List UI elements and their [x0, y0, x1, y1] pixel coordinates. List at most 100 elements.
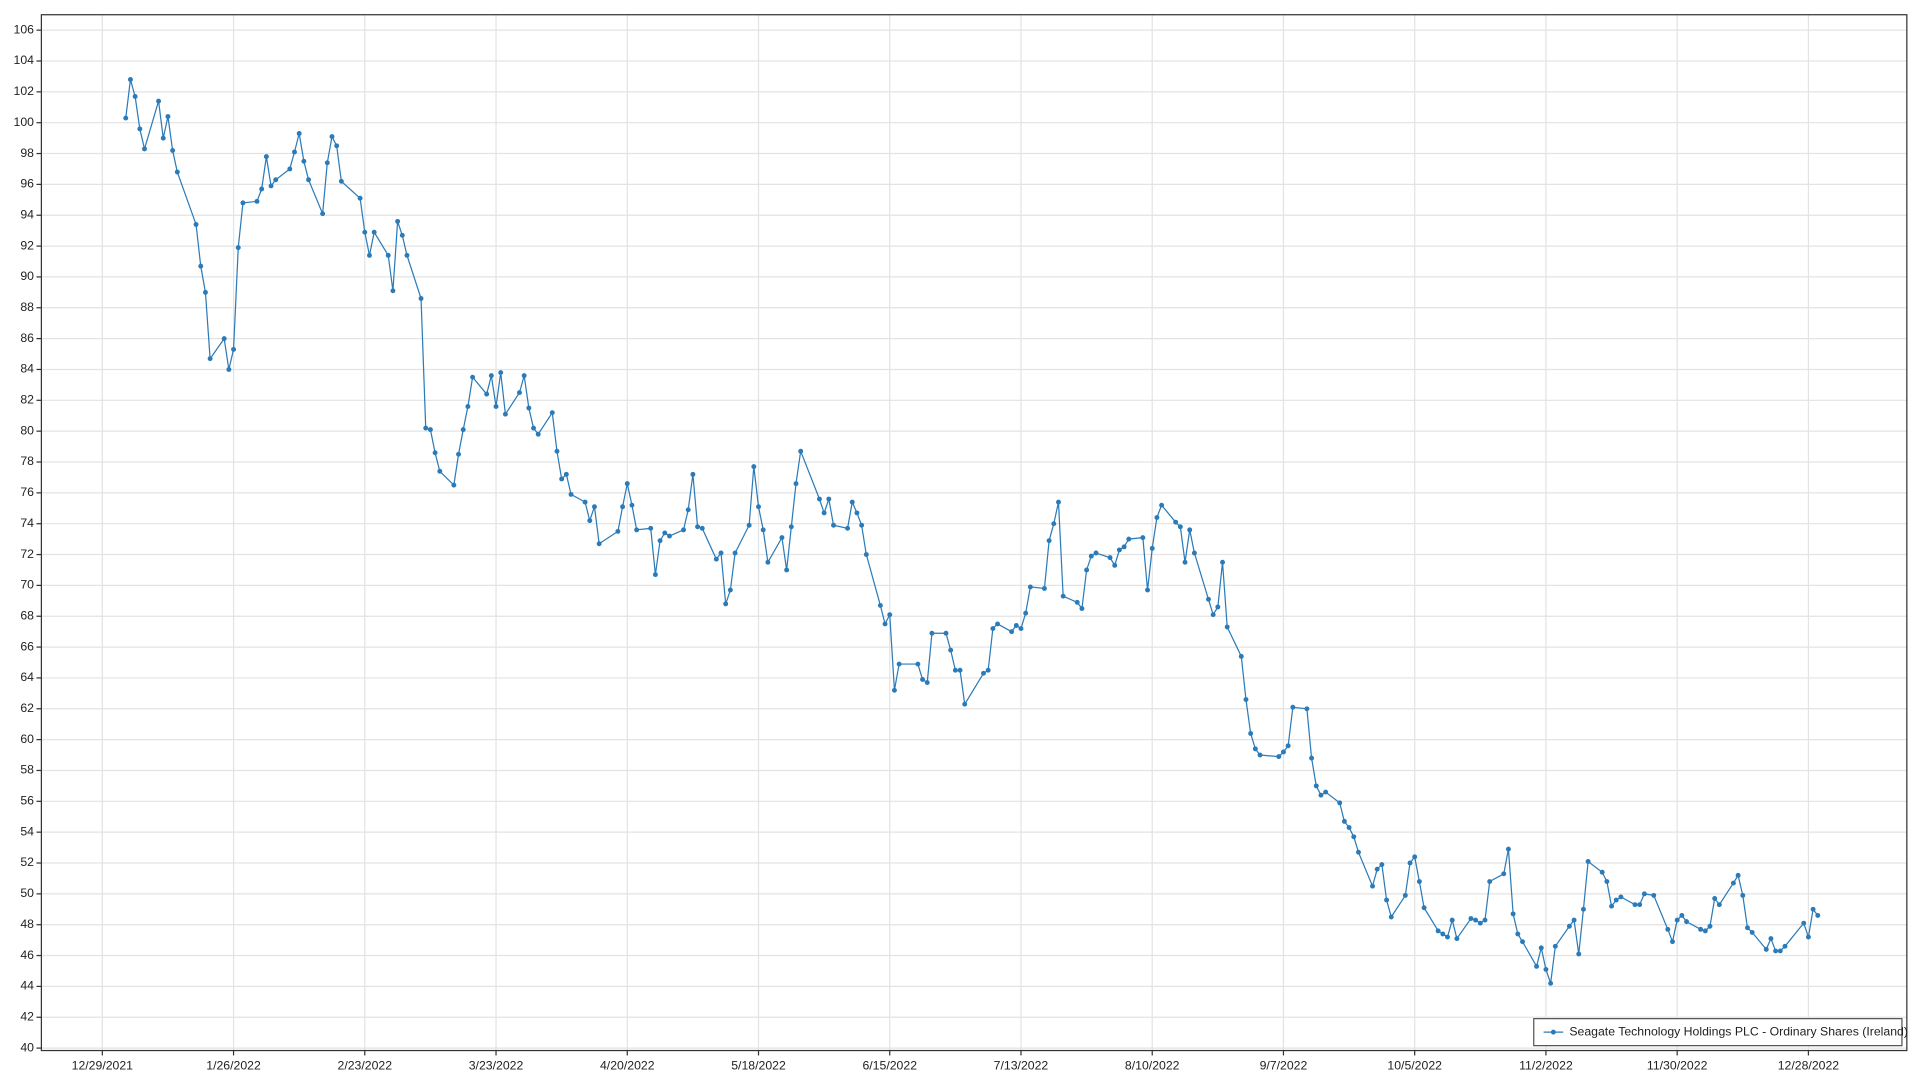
data-point — [1126, 536, 1132, 542]
data-point — [334, 143, 340, 149]
data-point — [1056, 499, 1061, 505]
data-point — [816, 496, 822, 502]
data-point — [1304, 706, 1310, 712]
y-tick-label: 78 — [20, 454, 34, 468]
data-point — [732, 550, 738, 556]
y-tick-label: 72 — [20, 547, 34, 561]
data-point — [784, 567, 790, 573]
y-tick-label: 60 — [20, 732, 34, 746]
data-point — [1745, 925, 1750, 931]
data-point — [1468, 916, 1474, 921]
x-tick-label: 1/26/2022 — [206, 1059, 261, 1073]
data-point — [207, 356, 213, 362]
data-point — [1534, 963, 1540, 969]
data-point — [535, 431, 541, 437]
data-point — [202, 289, 208, 295]
data-point — [723, 601, 729, 607]
data-point — [1599, 869, 1605, 875]
data-point — [1281, 749, 1286, 755]
data-point — [1187, 527, 1193, 533]
data-point — [849, 499, 855, 505]
data-point — [760, 527, 766, 533]
data-point — [1580, 906, 1586, 912]
x-tick-label: 7/13/2022 — [994, 1059, 1049, 1073]
data-point — [727, 587, 733, 593]
data-point — [718, 550, 724, 556]
data-point — [1510, 911, 1516, 917]
data-point — [1445, 934, 1450, 940]
data-point — [929, 630, 935, 636]
data-point — [1670, 939, 1675, 945]
data-point — [995, 621, 1001, 627]
data-point — [1084, 567, 1090, 573]
data-point — [1313, 783, 1319, 789]
data-point — [1679, 912, 1685, 918]
data-point — [371, 229, 377, 235]
data-point — [273, 177, 279, 183]
data-point — [193, 222, 199, 227]
data-point — [652, 572, 658, 578]
data-point — [221, 336, 227, 342]
data-point — [793, 481, 799, 487]
data-point — [943, 630, 949, 636]
data-point — [1088, 553, 1094, 559]
data-point — [1074, 599, 1080, 605]
y-tick-label: 88 — [20, 300, 34, 314]
y-tick-label: 104 — [14, 53, 35, 67]
y-tick-label: 52 — [20, 855, 34, 869]
x-tick-label: 8/10/2022 — [1125, 1059, 1180, 1073]
y-tick-label: 68 — [20, 608, 34, 622]
data-point — [1318, 792, 1324, 798]
y-tick-label: 82 — [20, 393, 34, 407]
data-point — [1159, 502, 1165, 508]
data-point — [1051, 521, 1057, 527]
y-tick-label: 62 — [20, 701, 34, 715]
data-point — [1023, 610, 1029, 616]
data-point — [1351, 834, 1357, 840]
y-tick-label: 96 — [20, 177, 34, 191]
data-point — [1477, 920, 1483, 926]
y-tick-label: 50 — [20, 886, 34, 900]
y-tick-label: 106 — [14, 22, 35, 36]
y-tick-label: 54 — [20, 824, 34, 838]
data-point — [1482, 917, 1488, 923]
data-point — [1276, 754, 1282, 760]
data-point — [1712, 896, 1718, 901]
data-point — [367, 252, 372, 258]
data-point — [404, 252, 410, 258]
x-tick-label: 11/2/2022 — [1519, 1059, 1573, 1073]
grid: 40 42 44 46 48 50 52 54 56 58 60 62 64 66 68 70 72 74 76 78… — [14, 14, 1907, 1073]
y-tick-label: 80 — [20, 423, 34, 437]
data-point — [821, 510, 827, 516]
data-point — [338, 178, 344, 184]
data-point — [498, 370, 504, 376]
data-point — [1543, 966, 1549, 972]
data-point — [854, 510, 860, 516]
data-point — [287, 166, 293, 172]
data-point — [1379, 862, 1385, 868]
data-point — [1618, 894, 1624, 900]
data-point — [685, 507, 691, 513]
data-point — [1552, 943, 1558, 949]
data-point — [657, 538, 663, 544]
data-point — [465, 404, 471, 409]
data-point — [1355, 849, 1361, 855]
data-point — [1215, 604, 1221, 610]
plot — [123, 77, 1821, 986]
data-point — [1093, 550, 1099, 556]
data-point — [1613, 897, 1619, 903]
data-point — [887, 612, 893, 618]
data-point — [1473, 917, 1479, 923]
data-point — [1191, 550, 1197, 556]
data-point — [526, 405, 532, 411]
data-point — [1698, 926, 1704, 932]
data-point — [592, 504, 597, 510]
data-point — [957, 667, 963, 673]
data-point — [1735, 872, 1741, 878]
data-point — [563, 471, 569, 477]
plot-frame — [40, 14, 1908, 1052]
data-point — [1538, 945, 1544, 951]
y-tick-label: 44 — [20, 979, 34, 993]
data-point — [666, 533, 672, 539]
